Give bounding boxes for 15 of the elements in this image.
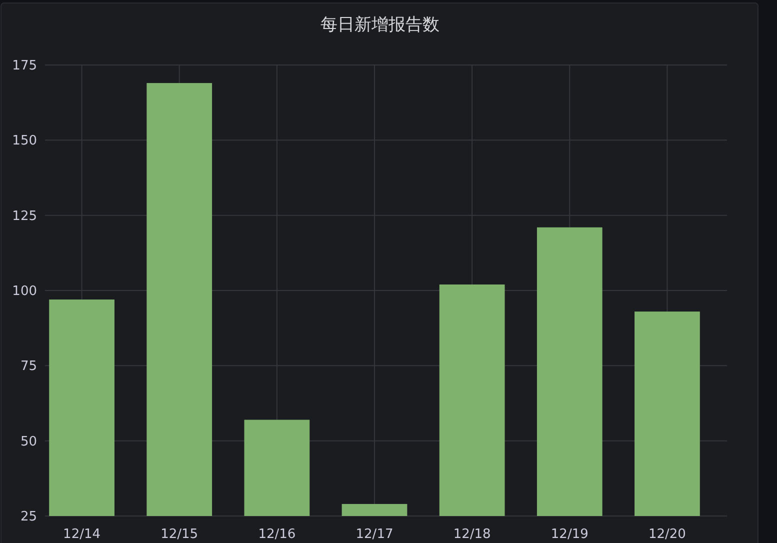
x-tick-label: 12/18: [453, 527, 491, 542]
x-tick-label: 12/19: [550, 527, 588, 542]
y-tick-label: 25: [20, 510, 37, 524]
x-tick-label: 12/14: [63, 527, 101, 542]
y-tick-label: 150: [12, 134, 37, 149]
y-tick-label: 75: [20, 359, 37, 374]
x-tick-label: 12/16: [258, 527, 296, 542]
y-tick-label: 50: [20, 434, 37, 450]
x-tick-label: 12/15: [160, 527, 198, 542]
x-tick-label: 12/17: [356, 527, 394, 542]
x-tick-label: 12/20: [648, 527, 686, 542]
chart-title: 每日新增报告数: [320, 15, 440, 35]
y-tick-label: 100: [12, 284, 37, 299]
y-tick-label: 125: [12, 208, 37, 224]
y-tick-label: 175: [12, 58, 37, 74]
